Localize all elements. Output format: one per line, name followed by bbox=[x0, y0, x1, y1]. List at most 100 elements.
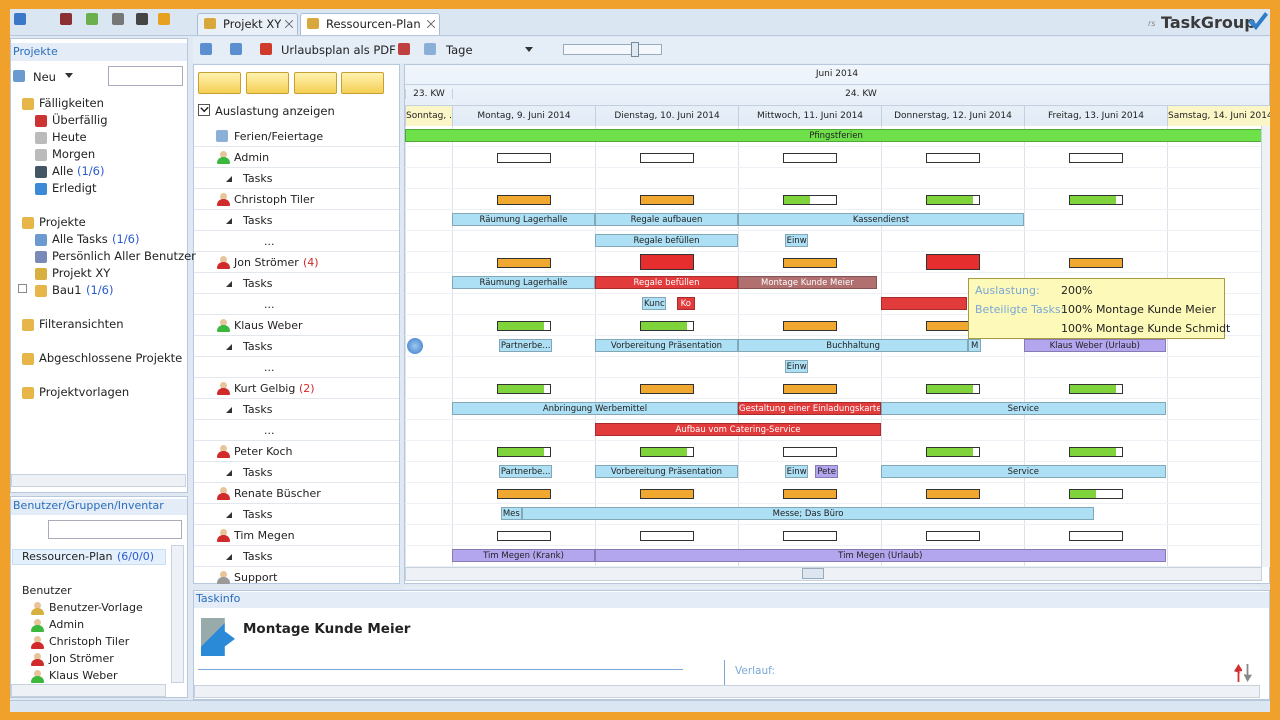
person-icon-head bbox=[34, 636, 41, 643]
task-bar[interactable] bbox=[881, 297, 967, 310]
task-bar[interactable]: Einw bbox=[785, 465, 809, 478]
nav-arrow[interactable] bbox=[407, 338, 423, 354]
row-label[interactable]: Klaus Weber bbox=[234, 319, 303, 332]
tree-node[interactable]: Bau1 bbox=[52, 283, 82, 297]
filter-dropdown[interactable] bbox=[294, 72, 337, 94]
tree-node[interactable]: Alle bbox=[52, 164, 74, 178]
row-line bbox=[405, 377, 1262, 378]
row-label[interactable]: Tasks bbox=[243, 277, 273, 290]
task-bar[interactable]: M bbox=[968, 339, 982, 352]
tree-node[interactable]: Benutzer-Vorlage bbox=[49, 601, 143, 614]
tree-node[interactable]: Alle Tasks bbox=[52, 232, 108, 246]
task-bar[interactable]: Service bbox=[881, 465, 1166, 478]
task-bar[interactable]: Einw bbox=[785, 360, 809, 373]
divider bbox=[198, 669, 683, 670]
tree-node[interactable]: Erledigt bbox=[52, 181, 97, 195]
task-bar[interactable]: Einw bbox=[785, 234, 809, 247]
task-bar[interactable]: Klaus Weber (Urlaub) bbox=[1024, 339, 1166, 352]
task-bar[interactable]: Kunc bbox=[642, 297, 667, 310]
row-label[interactable]: Tasks bbox=[243, 403, 273, 416]
tree-node[interactable]: Persönlich Aller Benutzer bbox=[52, 249, 196, 263]
row-label[interactable]: Tasks bbox=[243, 466, 273, 479]
tree-node[interactable]: Morgen bbox=[52, 147, 96, 161]
row-label[interactable]: Tasks bbox=[243, 508, 273, 521]
row-label[interactable]: Tasks bbox=[243, 550, 273, 563]
task-bar[interactable]: Anbringung Werbemittel bbox=[452, 402, 738, 415]
new-button[interactable]: Neu bbox=[33, 70, 56, 84]
task-bar[interactable]: Partnerbe... bbox=[499, 465, 553, 478]
tree-node[interactable]: Ressourcen-Plan bbox=[22, 550, 113, 563]
task-bar[interactable]: Service bbox=[881, 402, 1166, 415]
row-label[interactable]: Jon Strömer bbox=[234, 256, 299, 269]
row-label[interactable]: Tim Megen bbox=[234, 529, 295, 542]
row-label[interactable]: Admin bbox=[234, 151, 270, 164]
task-bar[interactable]: Räumung Lagerhalle bbox=[452, 276, 595, 289]
task-bar[interactable]: Messe; Das Büro bbox=[522, 507, 1095, 520]
task-bar[interactable]: Pete bbox=[815, 465, 839, 478]
row-label[interactable]: Tasks bbox=[243, 172, 273, 185]
tab[interactable]: Projekt XY bbox=[197, 13, 298, 35]
tree-node[interactable]: Christoph Tiler bbox=[49, 635, 130, 648]
tree-node[interactable]: Benutzer bbox=[22, 584, 72, 597]
task-bar[interactable]: Regale aufbauen bbox=[595, 213, 738, 226]
tree-node[interactable]: Fälligkeiten bbox=[39, 96, 104, 110]
filter-dropdown[interactable] bbox=[246, 72, 289, 94]
row-label[interactable]: Kurt Gelbig bbox=[234, 382, 296, 395]
task-bar[interactable]: Tim Megen (Urlaub) bbox=[595, 549, 1166, 562]
tab[interactable]: Ressourcen-Plan bbox=[300, 13, 440, 35]
pdf-button[interactable]: Urlaubsplan als PDF bbox=[281, 43, 396, 57]
row-label[interactable]: ... bbox=[264, 424, 275, 437]
tree-node[interactable]: Admin bbox=[49, 618, 85, 631]
task-bar[interactable]: Pfingstferien bbox=[405, 129, 1268, 142]
search-box[interactable] bbox=[48, 520, 182, 539]
task-bar[interactable]: Partnerbe... bbox=[499, 339, 553, 352]
tab-close[interactable] bbox=[284, 16, 294, 30]
task-bar[interactable]: Regale befüllen bbox=[595, 276, 738, 289]
task-bar[interactable]: Regale befüllen bbox=[595, 234, 738, 247]
row-label[interactable]: Support bbox=[234, 571, 278, 584]
task-bar[interactable]: Vorbereitung Präsentation bbox=[595, 339, 738, 352]
task-bar[interactable]: Ko bbox=[676, 297, 696, 310]
row-label[interactable]: ... bbox=[264, 361, 275, 374]
row-label[interactable]: Peter Koch bbox=[234, 445, 293, 458]
row-label[interactable]: Ferien/Feiertage bbox=[234, 130, 324, 143]
task-bar[interactable]: Montage Kunde Meier bbox=[738, 276, 877, 289]
day-header: Mittwoch, 11. Juni 2014 bbox=[738, 106, 881, 126]
row-label[interactable]: Tasks bbox=[243, 214, 273, 227]
task-bar[interactable]: Mes bbox=[500, 507, 523, 520]
load-bar bbox=[497, 196, 550, 204]
zoom-thumb[interactable] bbox=[631, 42, 639, 57]
tree-node[interactable]: Abgeschlossene Projekte bbox=[39, 351, 183, 365]
view-select[interactable]: Tage bbox=[446, 43, 473, 57]
task-bar[interactable]: Kassendienst bbox=[738, 213, 1024, 226]
task-bar[interactable]: Gestaltung einer Einladungskarte bbox=[738, 402, 881, 415]
row-label[interactable]: Tasks bbox=[243, 340, 273, 353]
zoom-slider[interactable] bbox=[563, 44, 662, 55]
task-title: Montage Kunde Meier bbox=[243, 621, 411, 637]
filter-dropdown[interactable] bbox=[341, 72, 384, 94]
row-label[interactable]: ... bbox=[264, 298, 275, 311]
task-bar[interactable]: Räumung Lagerhalle bbox=[452, 213, 595, 226]
tab-close[interactable] bbox=[426, 16, 436, 30]
tree-node[interactable]: Heute bbox=[52, 130, 87, 144]
row-label[interactable]: Renate Büscher bbox=[234, 487, 321, 500]
task-bar[interactable]: Aufbau vom Catering-Service bbox=[595, 423, 881, 436]
task-bar[interactable]: Tim Megen (Krank) bbox=[452, 549, 595, 562]
tree-node[interactable]: Jon Strömer bbox=[49, 652, 114, 665]
row-label[interactable]: Christoph Tiler bbox=[234, 193, 315, 206]
load-bar bbox=[640, 490, 693, 498]
tree-node[interactable]: Klaus Weber bbox=[49, 669, 118, 682]
tree-node[interactable]: Projektvorlagen bbox=[39, 385, 130, 399]
checkbox-label[interactable]: Auslastung anzeigen bbox=[215, 104, 335, 118]
tree-node[interactable]: Projekt XY bbox=[52, 266, 111, 280]
tree-node[interactable]: Projekte bbox=[39, 215, 86, 229]
checkbox[interactable] bbox=[198, 104, 210, 116]
task-bar[interactable]: Vorbereitung Präsentation bbox=[595, 465, 738, 478]
search-box[interactable] bbox=[108, 66, 183, 86]
tree-node[interactable]: Überfällig bbox=[52, 113, 108, 127]
quick-icon bbox=[112, 13, 124, 25]
filter-dropdown[interactable] bbox=[198, 72, 241, 94]
row-label[interactable]: ... bbox=[264, 235, 275, 248]
task-bar[interactable]: Buchhaltung bbox=[738, 339, 969, 352]
tree-node[interactable]: Filteransichten bbox=[39, 317, 124, 331]
